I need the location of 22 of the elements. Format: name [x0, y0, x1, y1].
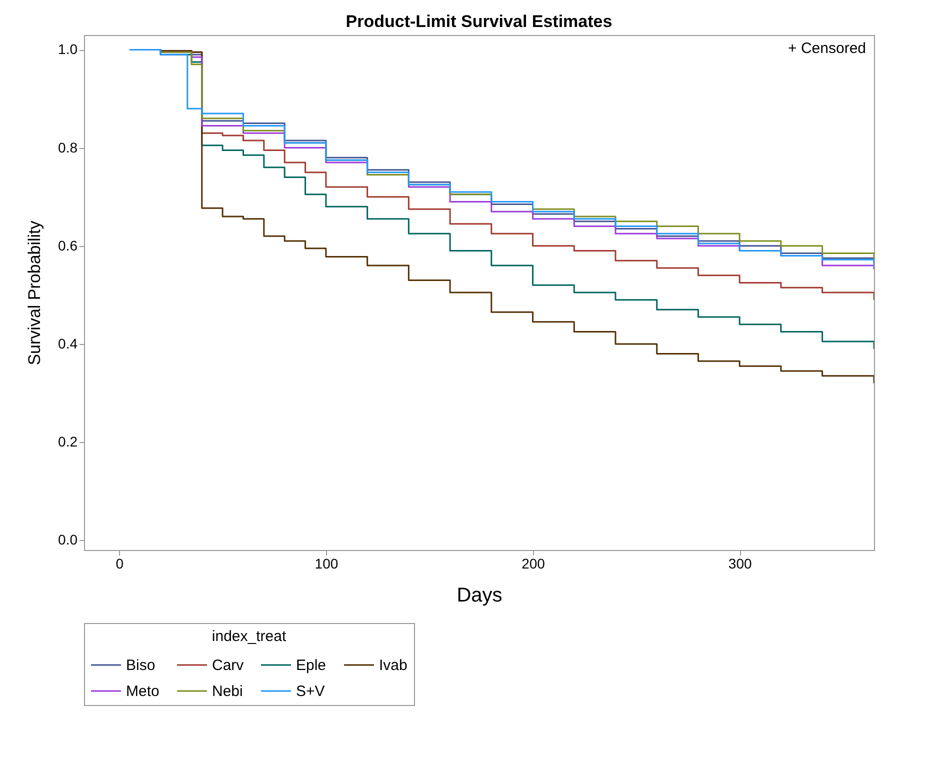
x-tick-label: 100 — [314, 556, 338, 572]
y-tick-label: 0.0 — [58, 532, 78, 548]
y-tick-label: 0.6 — [58, 237, 78, 254]
chart-title: Product-Limit Survival Estimates — [346, 12, 612, 31]
legend-label: Carv — [212, 657, 244, 674]
legend-title: index_treat — [212, 628, 287, 645]
x-tick-label: 200 — [522, 556, 546, 572]
legend-label: S+V — [296, 683, 325, 700]
legend-label: Nebi — [212, 683, 243, 700]
x-tick-label: 300 — [728, 556, 752, 572]
y-tick-label: 1.0 — [58, 41, 78, 58]
legend-label: Eple — [296, 657, 326, 674]
y-tick-label: 0.2 — [58, 434, 78, 450]
x-tick-label: 0 — [116, 556, 124, 572]
y-tick-label: 0.4 — [58, 336, 78, 352]
annotation: + Censored — [788, 40, 866, 57]
y-axis-title: Survival Probability — [25, 220, 44, 366]
legend-label: Meto — [126, 683, 160, 700]
legend-label: Biso — [126, 657, 156, 674]
x-axis-title: Days — [456, 584, 502, 606]
y-tick-label: 0.8 — [58, 139, 78, 156]
legend-label: Ivab — [379, 657, 408, 674]
